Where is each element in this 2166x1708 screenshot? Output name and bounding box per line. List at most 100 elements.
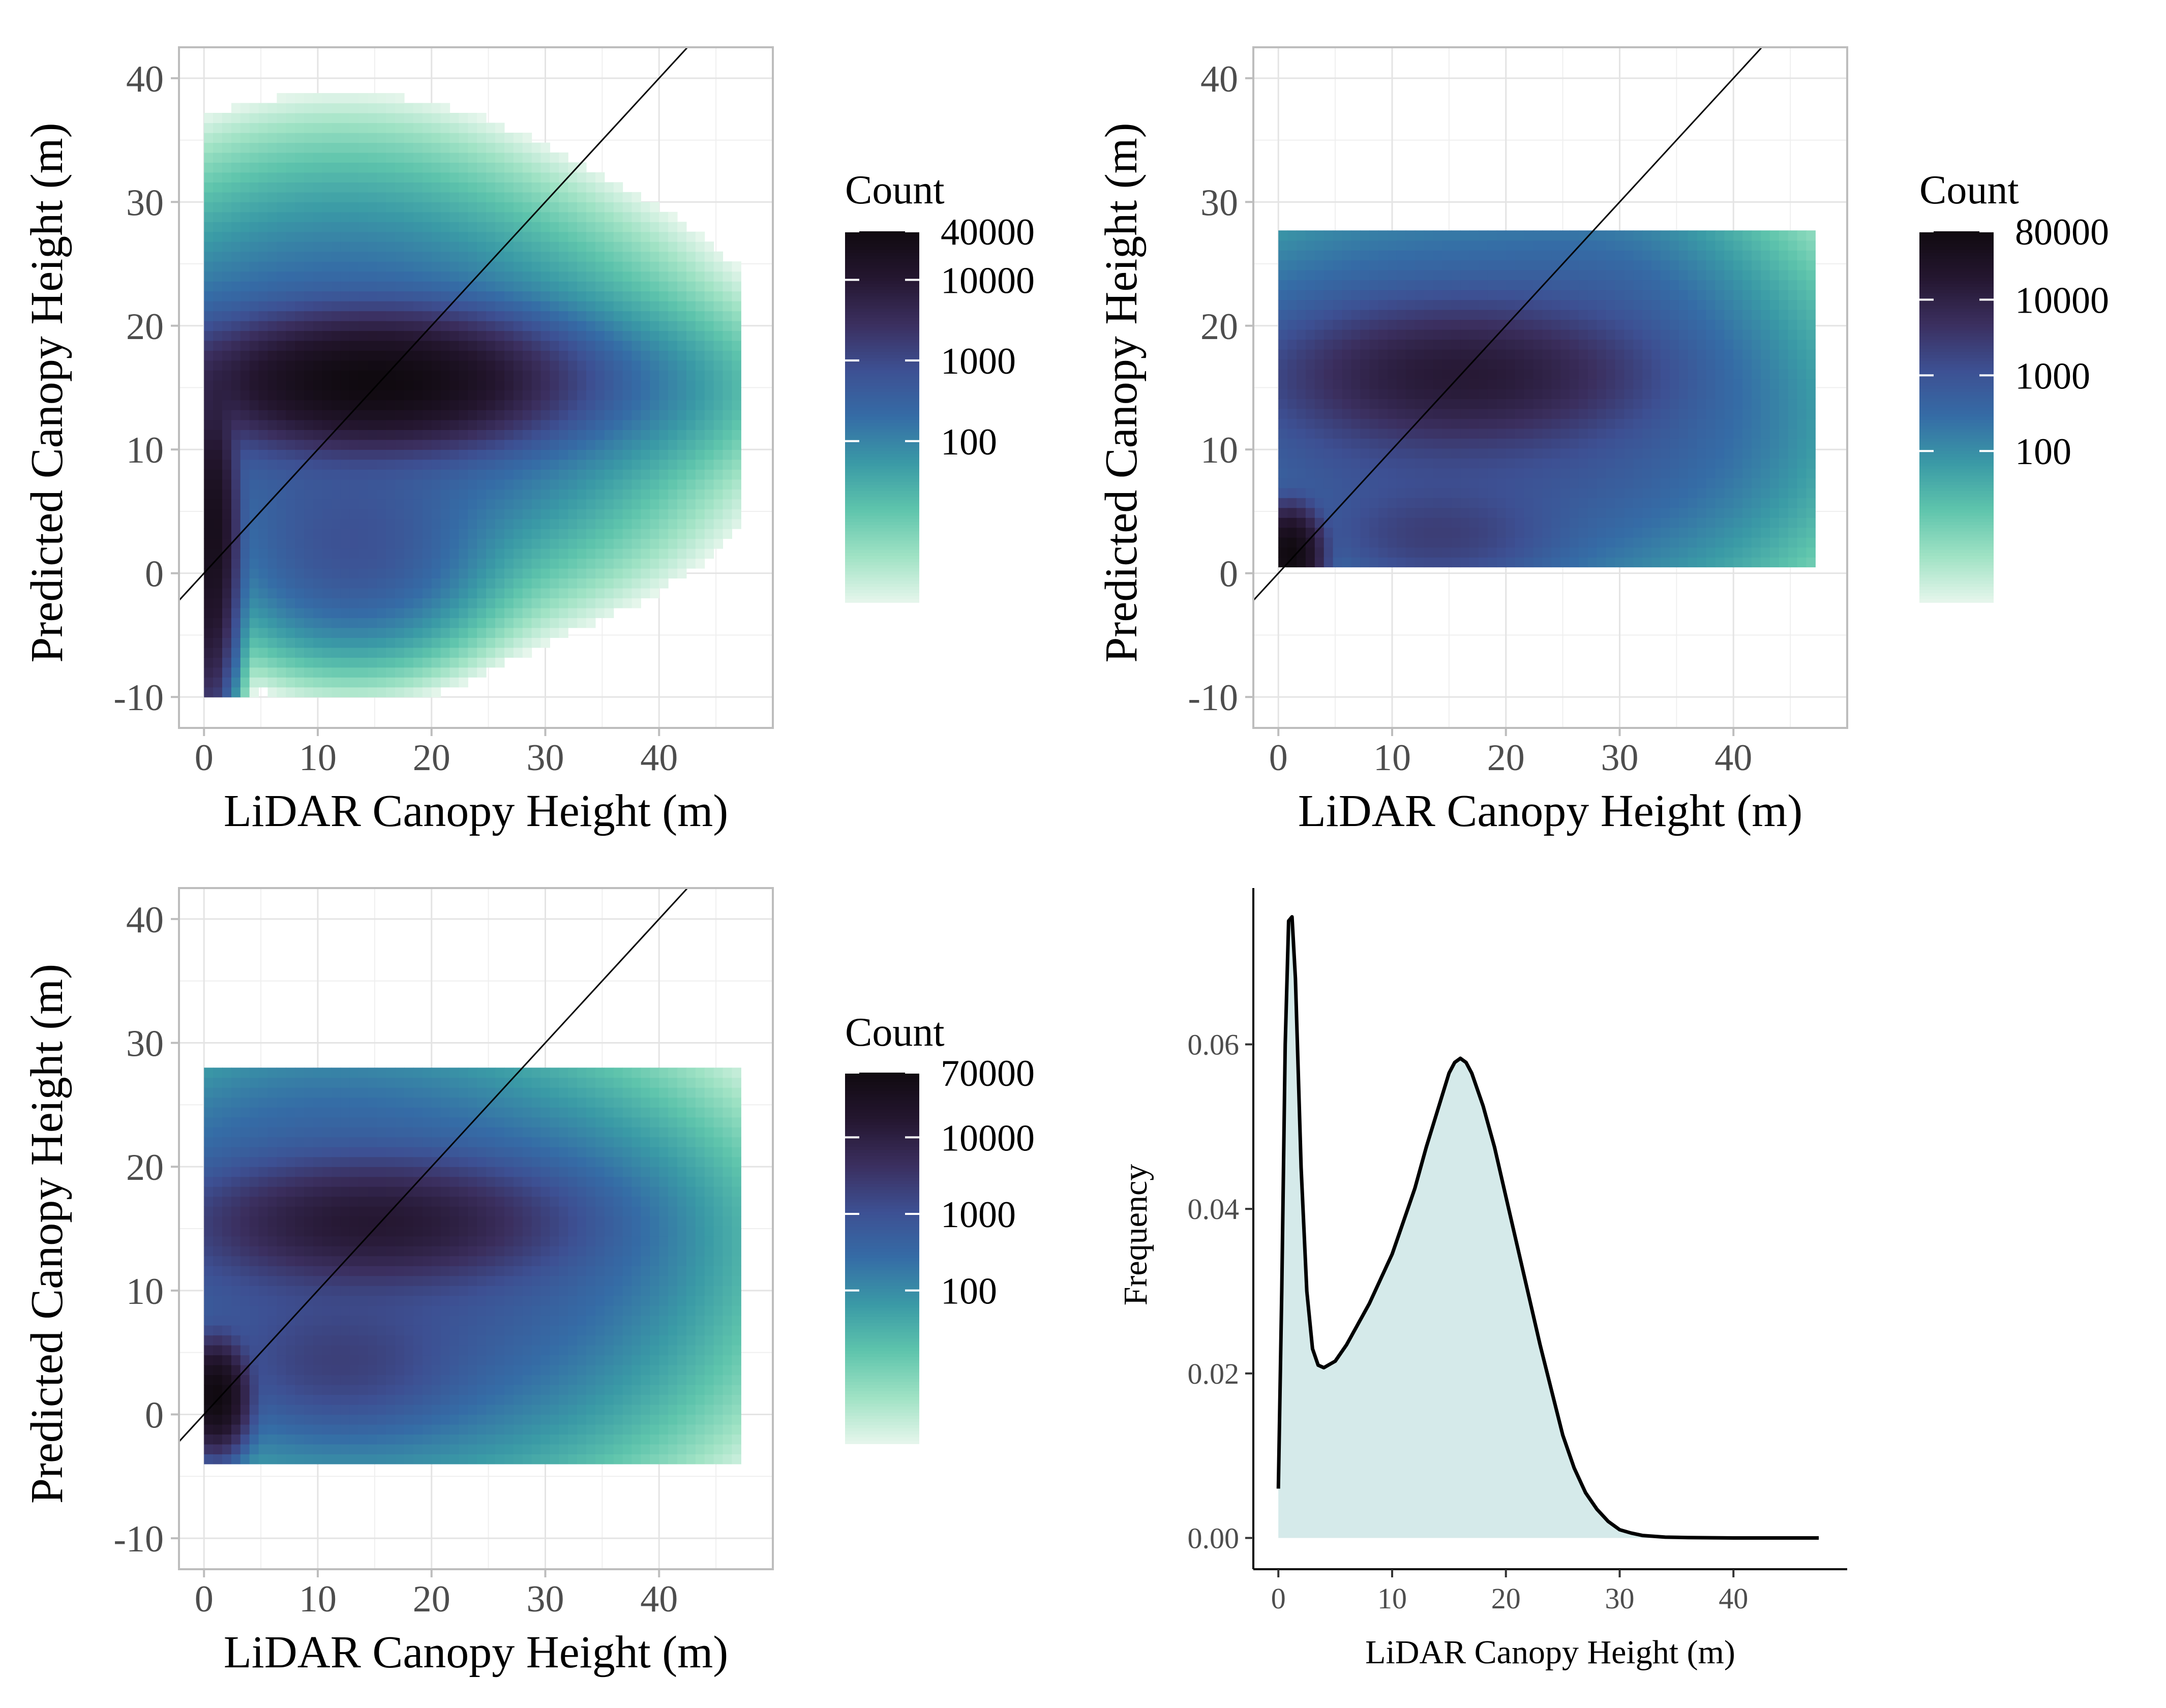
density-cell [723, 330, 732, 341]
density-cell [1442, 428, 1452, 439]
density-cell [459, 499, 468, 509]
density-cell [1578, 487, 1588, 498]
density-cell [586, 281, 596, 292]
density-cell [604, 400, 614, 410]
density-cell [277, 607, 286, 618]
density-cell [1323, 260, 1334, 270]
density-cell [1424, 527, 1434, 538]
density-cell [1333, 438, 1343, 449]
density-cell [586, 222, 596, 232]
density-cell [1433, 379, 1442, 389]
x-tick-label: 10 [299, 737, 337, 779]
density-cell [1460, 487, 1470, 498]
density-cell [295, 618, 305, 628]
density-cell [631, 548, 641, 559]
density-cell [422, 430, 432, 440]
density-cell [349, 657, 359, 668]
density-cell [1578, 507, 1588, 518]
density-cell [1351, 359, 1361, 370]
density-cell [213, 321, 223, 331]
density-cell [631, 479, 641, 490]
density-cell [213, 182, 223, 193]
density-cell [1415, 547, 1425, 558]
density-cell [1460, 537, 1470, 548]
density-cell [386, 261, 396, 272]
density-cell [677, 241, 687, 252]
density-cell [595, 291, 605, 301]
density-cell [486, 341, 496, 351]
density-cell [1651, 547, 1661, 558]
density-cell [1669, 339, 1679, 350]
density-cell [304, 172, 314, 182]
density-cell [1396, 557, 1406, 568]
density-cell [1615, 299, 1624, 310]
density-cell [1305, 458, 1315, 469]
density-cell [595, 301, 605, 312]
density-cell [1615, 517, 1624, 528]
density-cell [222, 607, 232, 618]
density-cell [258, 251, 268, 262]
density-cell [1515, 290, 1525, 300]
density-cell [1405, 408, 1416, 419]
density-cell [331, 509, 341, 520]
density-cell [732, 360, 741, 371]
density-cell [568, 311, 578, 321]
density-cell [1506, 250, 1516, 261]
density-cell [313, 182, 323, 193]
density-cell [368, 400, 377, 410]
density-cell [1278, 557, 1288, 568]
density-cell [1624, 349, 1634, 360]
density-cell [1715, 478, 1725, 489]
density-cell [313, 152, 323, 163]
density-cell [422, 341, 432, 351]
density-cell [477, 113, 487, 124]
density-cell [1669, 399, 1679, 409]
density-cell [340, 390, 350, 401]
density-cell [550, 469, 559, 480]
density-cell [267, 548, 277, 559]
density-cell [477, 172, 487, 182]
density-cell [286, 538, 295, 549]
density-cell [258, 518, 268, 529]
density-cell [404, 529, 414, 539]
colorbar-segment [845, 435, 919, 439]
colorbar-tick-label: 10000 [941, 260, 1035, 302]
density-cell [249, 271, 259, 282]
density-cell [222, 271, 232, 282]
density-cell [686, 489, 696, 500]
density-cell [358, 341, 368, 351]
density-cell [240, 182, 250, 193]
density-cell [695, 261, 705, 272]
density-cell [286, 509, 295, 520]
density-cell [1451, 438, 1461, 449]
density-cell [1715, 399, 1725, 409]
density-cell [213, 459, 223, 470]
density-cell [641, 350, 650, 361]
density-cell [1633, 329, 1643, 340]
density-cell [495, 538, 505, 549]
density-cell [1724, 270, 1734, 281]
density-cell [422, 538, 432, 549]
density-cell [1688, 487, 1698, 498]
density-cell [349, 489, 359, 500]
density-cell [723, 271, 732, 282]
density-cell [586, 291, 596, 301]
density-cell [1287, 399, 1297, 409]
density-cell [522, 192, 532, 202]
colorbar-segment [845, 330, 919, 334]
density-cell [477, 548, 487, 559]
density-cell [277, 231, 286, 242]
density-cell [677, 380, 687, 390]
density-cell [531, 479, 542, 490]
density-cell [686, 430, 696, 440]
density-cell [1469, 428, 1479, 439]
density-cell [204, 509, 214, 520]
density-cell [213, 538, 223, 549]
density-cell [440, 489, 450, 500]
density-cell [1715, 438, 1725, 449]
colorbar-segment [845, 562, 919, 566]
density-cell [613, 261, 623, 272]
density-cell [486, 607, 496, 618]
density-cell [286, 558, 295, 569]
density-cell [1551, 299, 1561, 310]
